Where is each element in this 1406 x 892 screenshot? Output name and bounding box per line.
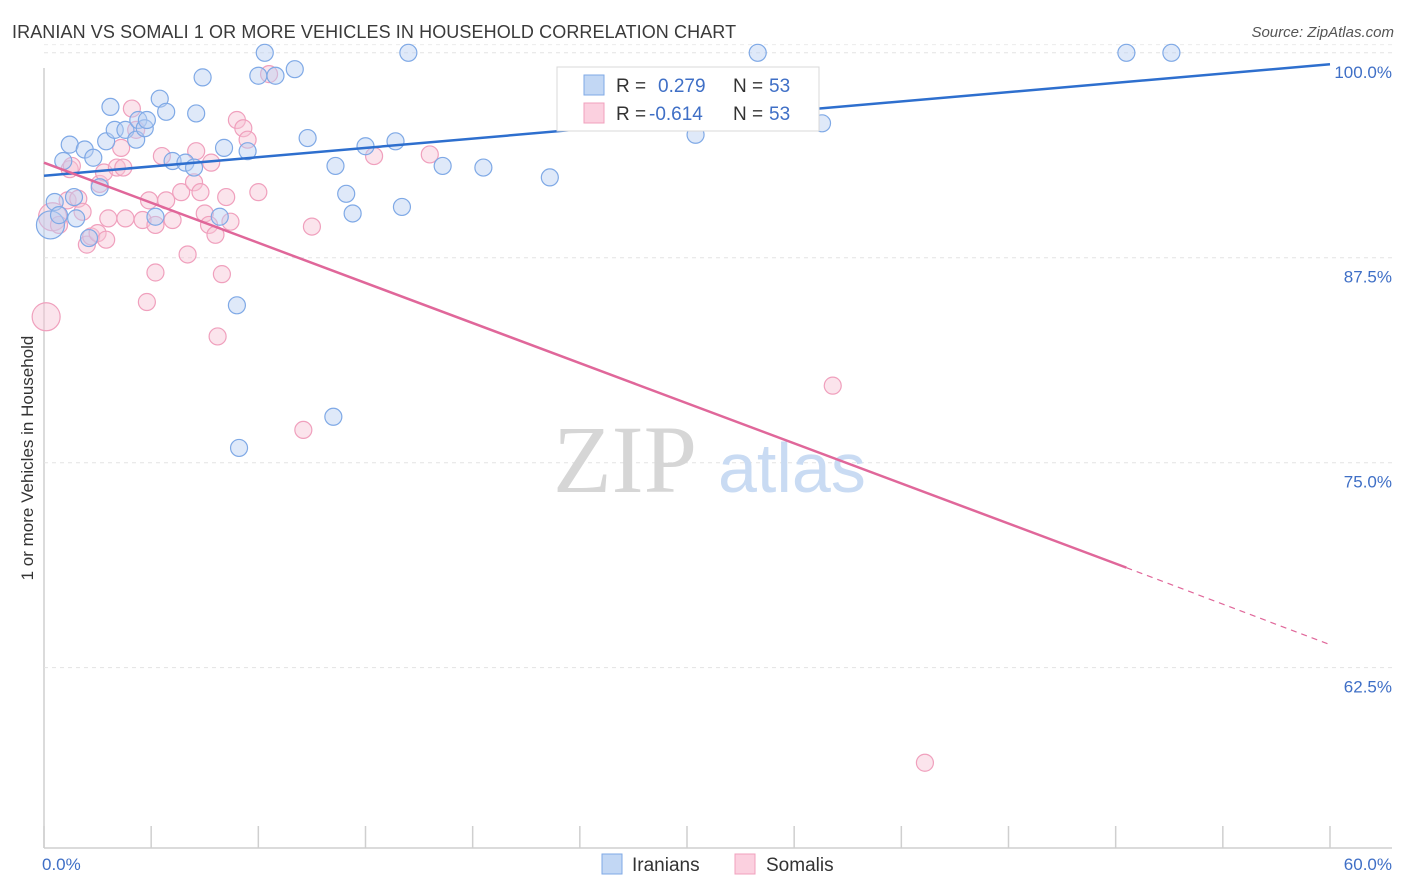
bottom-legend: Iranians Somalis — [601, 853, 834, 876]
iranians-point — [392, 197, 412, 217]
iranians-point — [146, 207, 165, 226]
iranians-point — [1117, 43, 1136, 62]
iranians-point — [266, 66, 285, 85]
iranians-point — [474, 158, 493, 177]
y-tick-label: 100.0% — [1334, 63, 1392, 82]
iranians-point — [386, 132, 405, 151]
iranians-point — [187, 104, 206, 123]
legend-r-label-iranians: R = — [616, 76, 646, 97]
iranians-point — [229, 438, 249, 458]
legend-n-value-iranians: 53 — [769, 76, 790, 97]
somalis-point — [191, 183, 210, 202]
chart-source: Source: ZipAtlas.com — [1251, 24, 1394, 41]
somalis-point — [823, 376, 842, 395]
iranians-point — [326, 156, 345, 176]
legend-r-label-somalis: R = — [616, 104, 646, 125]
bottom-legend-swatch-somalis — [734, 853, 756, 875]
iranians-point — [60, 135, 79, 154]
iranians-point — [227, 296, 246, 315]
x-tick-label-min: 0.0% — [42, 855, 81, 874]
iranians-point — [298, 128, 317, 148]
y-tick-label: 87.5% — [1344, 268, 1392, 287]
somalis-point — [302, 217, 322, 236]
somalis-point — [217, 187, 236, 207]
iranians-point — [64, 187, 84, 207]
somalis-point — [221, 212, 240, 231]
somalis-point — [915, 753, 935, 772]
iranians-point — [157, 102, 176, 121]
legend-n-value-somalis: 53 — [769, 104, 790, 125]
iranians-point — [238, 142, 257, 161]
somalis-point — [420, 145, 439, 164]
watermark-zip: ZIP — [553, 406, 697, 513]
iranians-point — [285, 60, 304, 79]
x-tick-label-max: 60.0% — [1344, 855, 1392, 874]
legend-n-label-somalis: N = — [733, 104, 763, 125]
iranians-point — [748, 43, 767, 62]
somalis-point — [122, 99, 141, 118]
somalis-point — [208, 327, 227, 346]
somalis-point — [137, 292, 156, 312]
somalis-point — [31, 302, 61, 332]
iranians-point — [433, 156, 452, 176]
iranians-point — [324, 407, 343, 426]
y-tick-label: 75.0% — [1344, 473, 1392, 492]
iranians-point — [35, 210, 66, 240]
bottom-legend-label-iranians: Iranians — [632, 855, 700, 876]
somalis-trendline — [43, 161, 1127, 569]
somalis-point — [77, 235, 96, 254]
somalis-point — [146, 263, 165, 282]
somalis-point — [184, 173, 204, 192]
iranians-point — [49, 206, 69, 225]
y-tick-label: 62.5% — [1344, 678, 1392, 697]
legend-n-label-iranians: N = — [733, 76, 763, 97]
iranians-point — [399, 43, 418, 62]
somalis-point — [234, 119, 253, 138]
bottom-legend-swatch-iranians — [601, 853, 623, 875]
somalis-point — [99, 209, 118, 228]
iranians-point — [255, 43, 274, 62]
y-axis-title: 1 or more Vehicles in Household — [18, 336, 37, 581]
somalis-point — [172, 183, 191, 202]
legend-swatch-somalis — [583, 102, 605, 124]
legend-r-value-iranians: 0.279 — [658, 76, 706, 97]
iranians-point — [210, 207, 229, 226]
iranians-point — [101, 97, 120, 116]
somalis-point — [112, 138, 131, 157]
iranians-point — [249, 66, 268, 85]
iranians-point — [67, 209, 86, 228]
iranians-point — [79, 228, 99, 248]
iranians-point — [1162, 43, 1181, 62]
somalis-point — [97, 230, 116, 249]
iranians-point — [540, 168, 559, 187]
iranians-point — [84, 148, 103, 167]
bottom-legend-label-somalis: Somalis — [766, 855, 834, 876]
iranians-point — [337, 184, 356, 203]
somalis-point — [178, 245, 197, 264]
somalis-trendline-extension — [1126, 567, 1331, 646]
iranians-point — [214, 138, 234, 157]
legend-box: R = 0.279 N = 53 R = -0.614 N = 53 — [556, 66, 820, 132]
legend-r-value-somalis: -0.614 — [649, 104, 703, 125]
somalis-point — [116, 209, 135, 228]
iranians-point — [105, 120, 124, 139]
chart-title: IRANIAN VS SOMALI 1 OR MORE VEHICLES IN … — [12, 22, 737, 42]
iranians-point — [343, 204, 362, 223]
somalis-point — [212, 265, 231, 284]
somalis-point — [294, 420, 313, 440]
somalis-point — [249, 183, 268, 202]
somalis-point — [73, 202, 92, 221]
legend-swatch-iranians — [583, 74, 605, 96]
watermark-atlas: atlas — [718, 429, 866, 507]
iranians-point — [193, 68, 212, 87]
iranians-point — [137, 110, 156, 130]
